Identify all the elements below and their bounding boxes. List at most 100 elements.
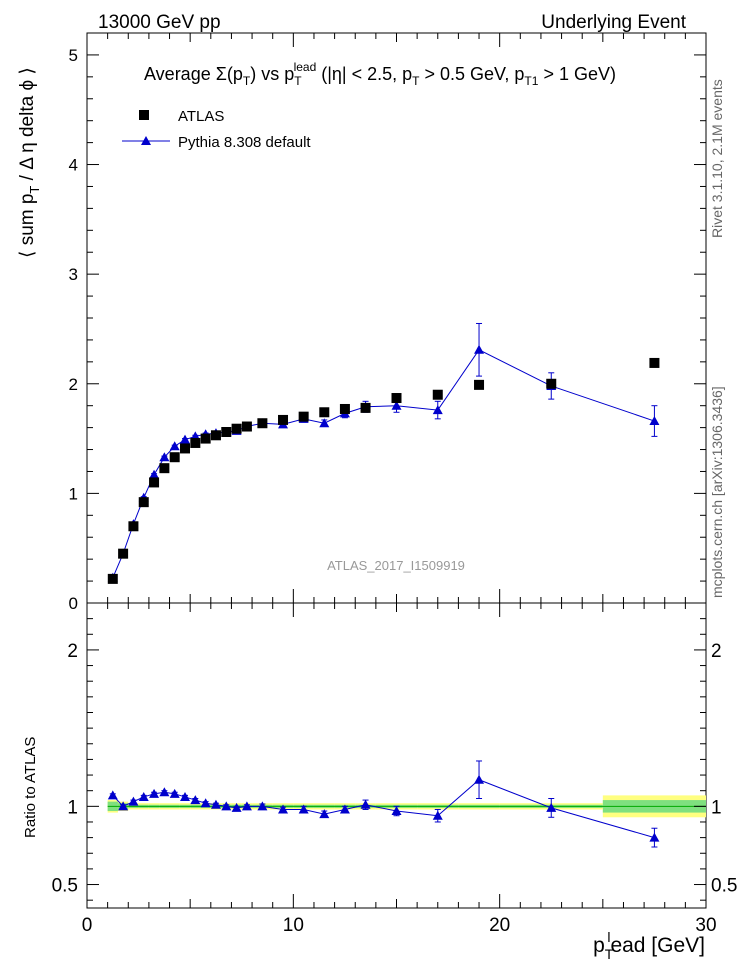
atlas-point-20	[391, 393, 402, 404]
ratio-point-21	[432, 810, 443, 820]
ratio-point-17	[319, 809, 330, 819]
xtick-label: 0	[82, 915, 93, 936]
ratio-point-19	[360, 799, 371, 809]
ratio-point-0	[107, 790, 118, 800]
atlas-point-15	[278, 414, 289, 425]
atlas-point-3	[138, 497, 149, 508]
mc-point-7	[180, 434, 191, 444]
atlas-point-1	[118, 548, 129, 559]
mc-point-6	[169, 441, 180, 451]
watermark: ATLAS_2017_I1509919	[327, 558, 465, 573]
main-ytick-label: 4	[69, 156, 78, 175]
legend-atlas-label: ATLAS	[178, 108, 224, 125]
main-data-series	[107, 357, 660, 584]
atlas-point-6	[169, 452, 180, 463]
main-title: Average Σ(pT) vs pTlead (|η| < 2.5, pT >…	[144, 60, 616, 88]
mc-point-20	[391, 400, 402, 410]
rivet-label: Rivet 3.1.10, 2.1M events	[709, 79, 725, 238]
main-grid-ticks	[86, 32, 707, 604]
xtick-label: 10	[283, 915, 304, 936]
atlas-point-16	[298, 411, 309, 422]
ratio-ticks	[86, 602, 707, 908]
atlas-point-19	[360, 402, 371, 413]
main-mc-series	[107, 322, 660, 582]
atlas-point-22	[474, 379, 485, 390]
atlas-point-11	[221, 427, 232, 437]
main-ytick-label: 5	[69, 46, 78, 65]
atlas-point-23	[546, 378, 557, 389]
ratio-point-15	[278, 804, 289, 814]
ratio-point-1	[118, 801, 129, 811]
main-ytick-label: 3	[69, 265, 78, 284]
atlas-point-8	[190, 437, 201, 448]
main-ytick-label: 2	[69, 375, 78, 394]
ratio-mc-series	[107, 760, 660, 848]
atlas-point-9	[200, 433, 211, 444]
ratio-point-5	[159, 787, 170, 797]
ratio-point-11	[221, 801, 232, 811]
header-right: Underlying Event	[541, 12, 686, 33]
ratio-panel: 0.5 0.5 1 1 2 2	[52, 602, 738, 909]
mc-line	[112, 349, 655, 578]
atlas-point-12	[231, 423, 242, 434]
xtick-labels: 0 10 20 30	[82, 915, 717, 936]
ratio-ytick-label-left: 2	[67, 641, 78, 662]
atlas-point-24	[649, 357, 660, 368]
atlas-point-17	[319, 407, 330, 418]
ratio-frame	[86, 602, 707, 909]
xtick-label: 30	[695, 915, 716, 936]
ratio-point-7	[180, 791, 191, 801]
ratio-point-10	[210, 799, 221, 809]
ratio-point-14	[257, 801, 268, 811]
atlas-point-14	[257, 418, 268, 429]
xtick-label: 20	[489, 915, 510, 936]
ratio-point-23	[546, 802, 557, 812]
ratio-point-13	[241, 801, 252, 811]
ratio-point-22	[474, 774, 485, 784]
main-ytick-labels: 0	[69, 594, 78, 613]
mc-point-21	[432, 405, 443, 415]
ratio-ytick-label-right: 0.5	[711, 876, 737, 897]
main-panel: 0 1 2 3 4 5 Average Σ(pT) vs pTlead (|η| < 2…	[69, 32, 707, 613]
legend-pythia-marker	[141, 136, 151, 145]
atlas-point-2	[128, 521, 139, 532]
mc-point-5	[159, 452, 170, 462]
legend-pythia-label: Pythia 8.308 default	[178, 134, 311, 151]
atlas-point-13	[241, 421, 252, 432]
ratio-ylabel: Ratio to ATLAS	[22, 737, 39, 838]
ratio-ytick-labels: 0.5 0.5 1 1 2 2	[52, 641, 738, 897]
mcplots-label: mcplots.cern.ch [arXiv:1306.3436]	[709, 386, 725, 598]
ratio-point-9	[200, 798, 211, 808]
header-left: 13000 GeV pp	[98, 12, 221, 33]
ratio-ytick-label-left: 0.5	[52, 876, 78, 897]
atlas-point-0	[107, 573, 118, 584]
ratio-point-18	[339, 804, 350, 814]
ratio-point-20	[391, 806, 402, 816]
main-ylabel: ⟨ sum pT / Δ η delta ϕ ⟩	[17, 67, 42, 258]
main-ytick-label: 1	[69, 484, 78, 503]
mc-point-24	[649, 416, 660, 426]
xlabel: pTlead [GeV]	[593, 929, 705, 962]
ratio-point-8	[190, 795, 201, 805]
ratio-ytick-label-left: 1	[67, 797, 78, 818]
legend-atlas-marker	[139, 110, 149, 120]
ratio-ytick-label-right: 2	[711, 641, 722, 662]
mc-point-4	[149, 469, 160, 479]
main-ytick-values: 1 2 3 4 5	[69, 46, 78, 503]
mc-point-17	[319, 418, 330, 428]
atlas-point-5	[159, 463, 170, 474]
legend: ATLAS Pythia 8.308 default	[122, 108, 311, 151]
ratio-point-3	[138, 791, 149, 801]
atlas-point-21	[432, 389, 443, 400]
ytick-label-0: 0	[69, 594, 78, 613]
ratio-point-12	[231, 802, 242, 812]
ratio-ytick-label-right: 1	[711, 797, 722, 818]
ratio-point-6	[169, 788, 180, 798]
ratio-point-2	[128, 796, 139, 806]
atlas-point-10	[210, 430, 221, 441]
ratio-point-16	[298, 804, 309, 814]
atlas-point-4	[149, 477, 160, 488]
ratio-point-24	[649, 832, 660, 842]
mc-point-22	[474, 344, 485, 354]
